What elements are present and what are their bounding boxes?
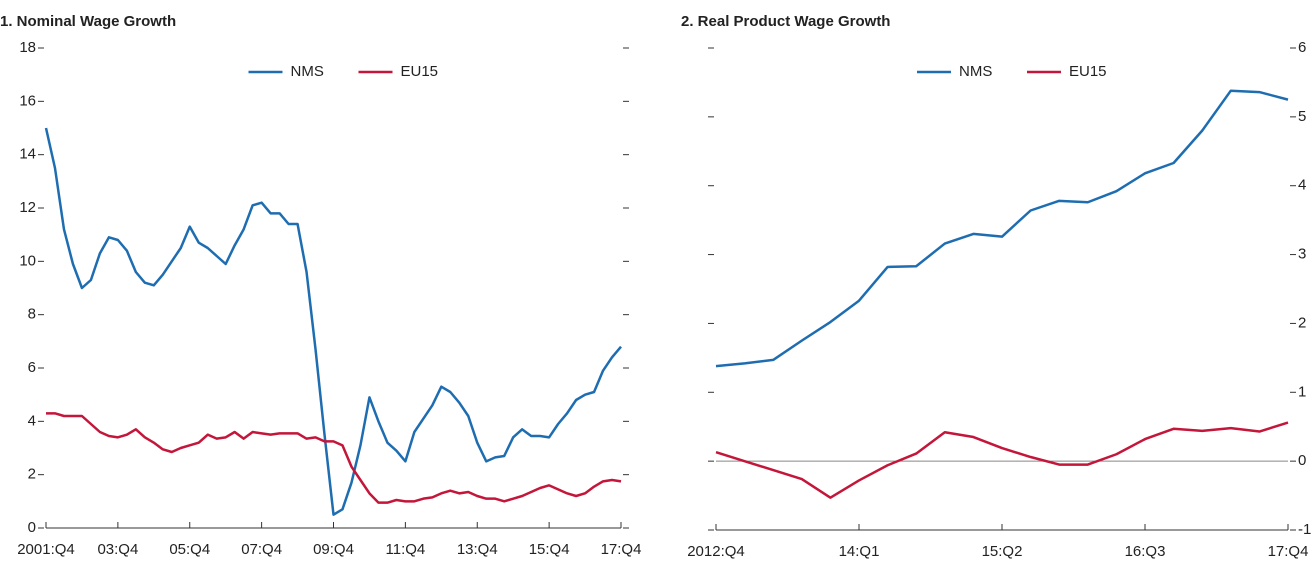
chart-title: 1. Nominal Wage Growth — [0, 13, 176, 30]
y-tick-label: 6 — [28, 359, 36, 376]
y-tick-label: -1 — [1298, 521, 1311, 538]
x-tick-label: 11:Q4 — [386, 541, 426, 558]
y-tick-label: 16 — [19, 92, 36, 109]
y-tick-label: 10 — [19, 252, 36, 269]
x-tick-label: 16:Q3 — [1125, 543, 1166, 560]
legend-label: EU15 — [401, 63, 439, 80]
y-tick-label: 0 — [1298, 452, 1306, 469]
x-tick-label: 05:Q4 — [169, 541, 210, 558]
legend-label: EU15 — [1069, 63, 1107, 80]
x-tick-label: 14:Q1 — [839, 543, 880, 560]
x-tick-label: 2001:Q4 — [17, 541, 75, 558]
series-line — [715, 89, 1289, 368]
x-tick-label: 13:Q4 — [457, 541, 498, 558]
y-tick-label: 4 — [1298, 177, 1306, 194]
y-tick-label: 3 — [1298, 246, 1306, 263]
y-tick-label: 5 — [1298, 108, 1306, 125]
x-tick-label: 15:Q2 — [982, 543, 1023, 560]
y-tick-label: 8 — [28, 306, 36, 323]
x-tick-label: 2012:Q4 — [687, 543, 745, 560]
series-line — [44, 127, 622, 516]
y-tick-label: 1 — [1298, 383, 1306, 400]
y-tick-label: 6 — [1298, 39, 1306, 56]
series-line — [715, 421, 1289, 499]
y-tick-label: 2 — [1298, 314, 1306, 331]
x-tick-label: 07:Q4 — [241, 541, 282, 558]
legend-label: NMS — [291, 63, 324, 80]
y-tick-label: 12 — [19, 199, 36, 216]
series-line — [46, 412, 622, 504]
x-tick-label: 15:Q4 — [529, 541, 570, 558]
y-tick-label: 2 — [28, 466, 36, 483]
y-tick-label: 18 — [19, 39, 36, 56]
y-tick-label: 14 — [19, 146, 36, 163]
y-tick-label: 0 — [28, 519, 36, 536]
y-tick-label: 4 — [28, 412, 36, 429]
chart-title: 2. Real Product Wage Growth — [681, 13, 890, 30]
x-tick-label: 09:Q4 — [313, 541, 354, 558]
x-tick-label: 17:Q4 — [601, 541, 642, 558]
x-tick-label: 17:Q4 — [1268, 543, 1309, 560]
legend-label: NMS — [959, 63, 992, 80]
x-tick-label: 03:Q4 — [97, 541, 138, 558]
